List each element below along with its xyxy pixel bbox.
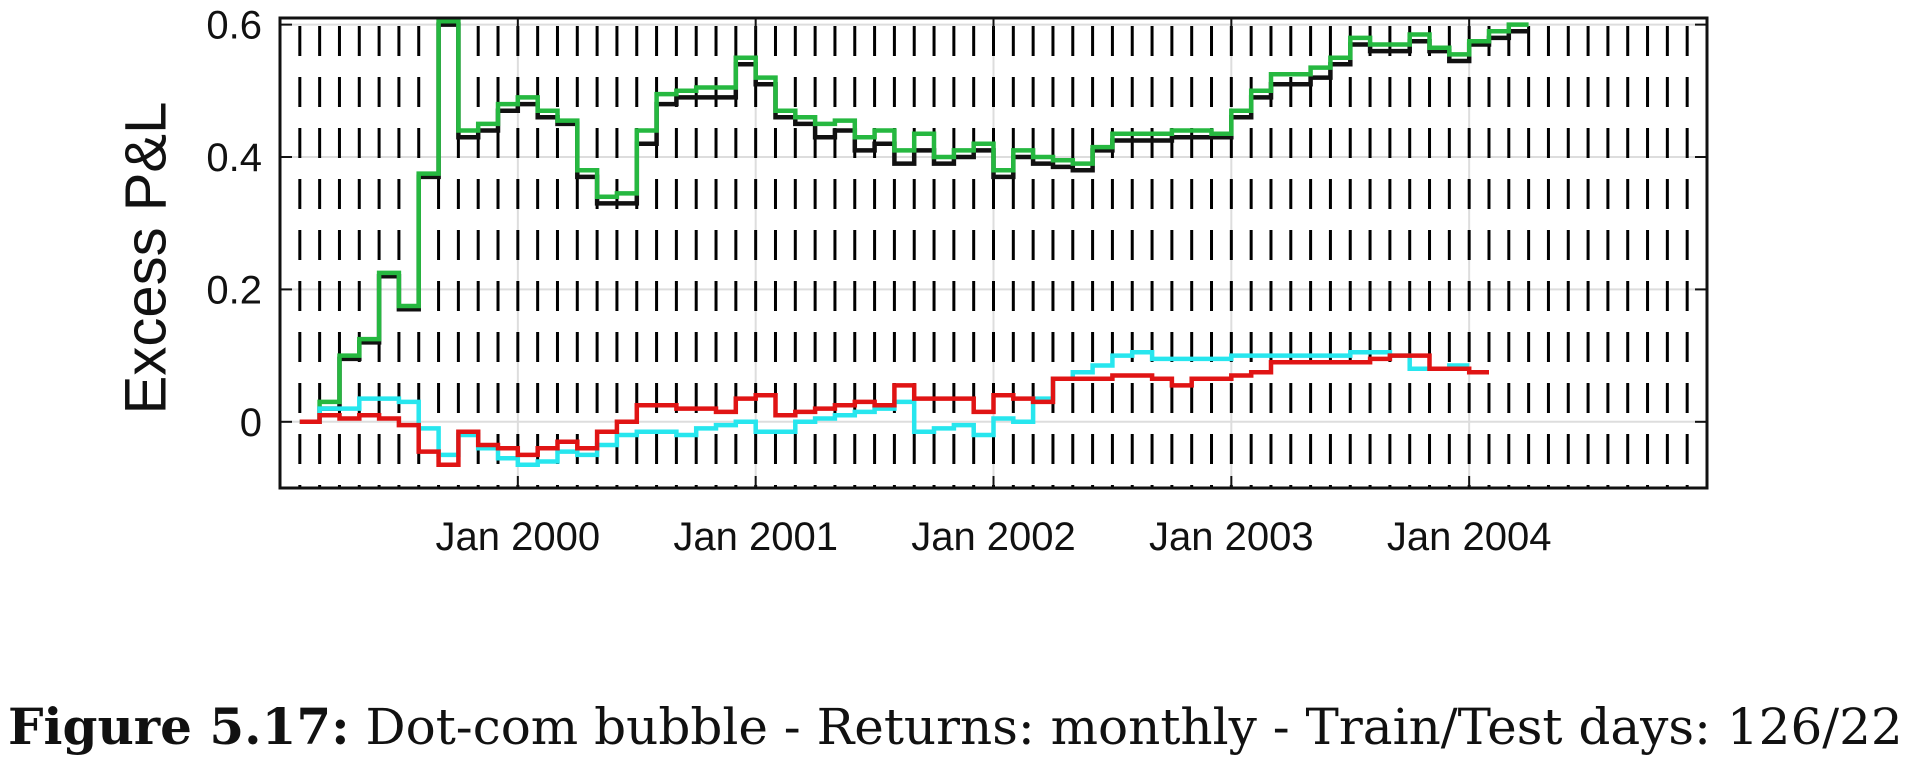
- series-line-green: [299, 19, 1529, 425]
- y-axis-label: Excess P&L: [113, 102, 178, 415]
- y-tick-label: 0.2: [206, 268, 262, 312]
- x-tick-label: Jan 2000: [436, 515, 601, 559]
- x-tick-label: Jan 2004: [1387, 515, 1552, 559]
- y-tick-label: 0.4: [206, 136, 262, 180]
- figure-caption-label: Figure 5.17:: [8, 697, 350, 756]
- y-tick-label: 0.6: [206, 4, 262, 48]
- x-tick-label: Jan 2003: [1149, 515, 1314, 559]
- series-line-red: [299, 353, 1489, 468]
- series-line-black: [299, 22, 1529, 425]
- x-tick-label: Jan 2001: [673, 515, 838, 559]
- figure-caption: Figure 5.17: Dot-com bubble - Returns: m…: [8, 702, 1903, 753]
- x-tick-label: Jan 2002: [911, 515, 1076, 559]
- axis-ticks: 0 0.2 0.4 0.6 Jan 2000 Jan 2001 Jan 2002 Jan 20…: [206, 4, 1707, 559]
- series-layer: [299, 19, 1529, 468]
- series-line-cyan: [299, 350, 1470, 468]
- chart: 0 0.2 0.4 0.6 Jan 2000 Jan 2001 Jan 2002 Jan 20…: [113, 4, 1709, 559]
- y-tick-label: 0: [240, 401, 262, 445]
- figure-caption-text: Dot-com bubble - Returns: monthly - Trai…: [365, 698, 1903, 756]
